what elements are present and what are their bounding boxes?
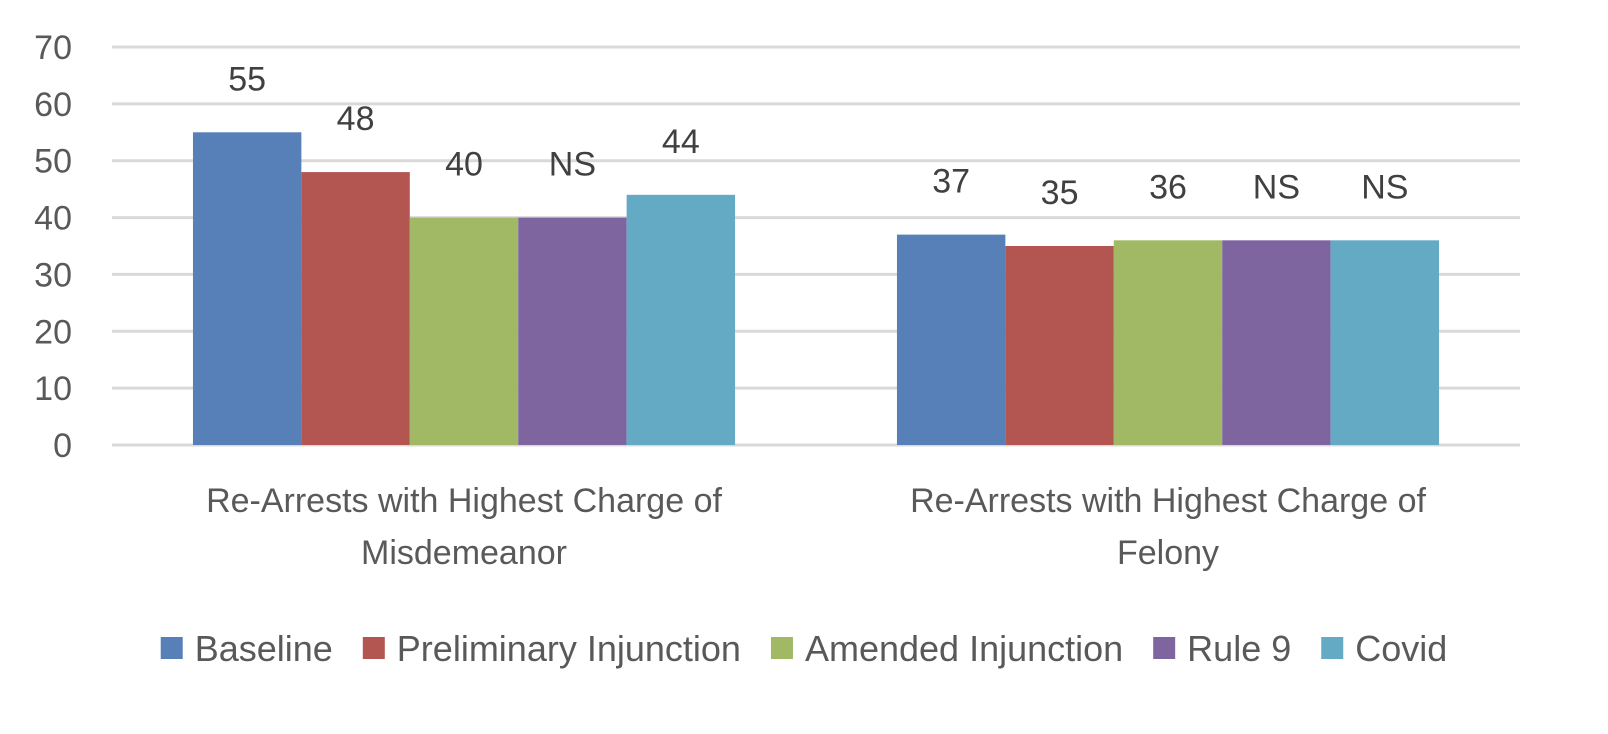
bar [1222,240,1331,445]
data-label: NS [1253,168,1300,206]
legend-swatch [160,637,183,659]
category-label: Re-Arrests with Highest Charge of [206,482,722,520]
y-tick-label: 20 [34,313,72,351]
y-tick-label: 60 [34,86,72,124]
y-axis-tick-labels: 0 10 20 30 40 50 60 70 [34,29,72,465]
category-label: Misdemeanor [361,534,567,572]
data-label: 55 [228,60,266,98]
bars [192,132,1440,446]
legend-swatch [1321,637,1344,659]
data-label: 48 [337,100,375,138]
data-label: 35 [1041,174,1079,212]
data-label: NS [1361,168,1408,206]
bar [1113,240,1223,445]
data-label: 40 [445,146,483,184]
bar [409,217,519,445]
legend-label: Covid [1355,628,1447,669]
bar [192,132,302,446]
legend-label: Amended Injunction [805,628,1123,669]
bar [518,217,627,445]
bar [626,194,736,445]
y-tick-label: 40 [34,200,72,238]
legend-swatch [362,637,385,659]
data-label: 37 [932,163,970,201]
data-label: 36 [1149,168,1187,206]
legend-label: Baseline [195,628,333,669]
bar [896,234,1006,445]
y-tick-label: 30 [34,256,72,294]
legend-label: Rule 9 [1187,628,1291,669]
legend-swatch [1153,637,1176,659]
category-label: Felony [1117,534,1219,572]
legend-label: Preliminary Injunction [397,628,741,669]
bar [1005,246,1114,445]
y-tick-label: 10 [34,370,72,408]
y-tick-label: 70 [34,29,72,67]
y-tick-label: 0 [53,427,72,465]
bar [1330,240,1440,445]
category-label: Re-Arrests with Highest Charge of [910,482,1426,520]
data-label: 44 [662,123,700,161]
data-labels: 55 48 40 NS 44 37 35 36 NS NS [228,60,1408,212]
legend-swatch [770,637,793,659]
y-tick-label: 50 [34,143,72,181]
category-labels: Re-Arrests with Highest Charge of Misdeme… [206,482,1426,572]
bar [301,172,410,446]
data-label: NS [549,146,596,184]
legend: Baseline Preliminary Injunction Amended In… [160,628,1447,669]
